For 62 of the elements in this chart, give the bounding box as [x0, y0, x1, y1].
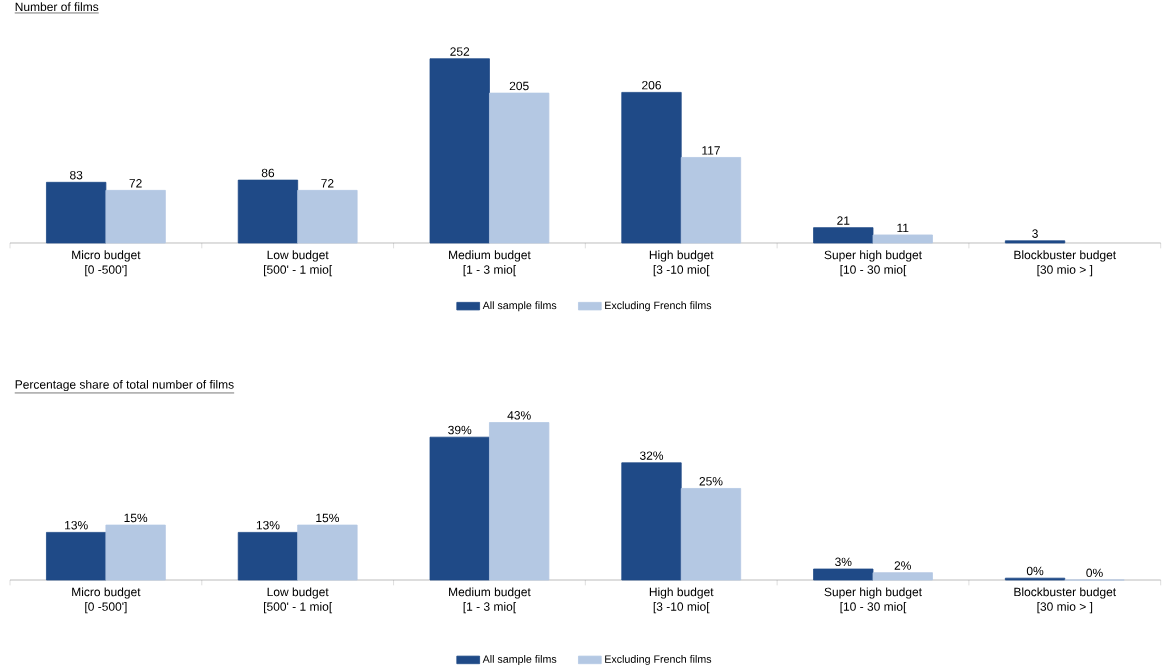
data-label: 117	[702, 146, 720, 155]
bar	[813, 227, 874, 244]
data-label: 0%	[1026, 566, 1044, 576]
chart-title: Percentage share of total number of films	[15, 379, 234, 392]
x-tick-label: High budget [3 -10 mio[	[649, 587, 714, 614]
data-label: 3%	[835, 557, 852, 567]
bar	[46, 181, 107, 244]
data-label: 39%	[448, 425, 472, 435]
bar	[429, 58, 490, 244]
bar	[489, 422, 550, 581]
bar	[105, 189, 166, 244]
data-label: 72	[321, 179, 334, 188]
bar	[297, 524, 358, 581]
data-label: 25%	[699, 477, 723, 486]
data-label: 43%	[507, 411, 531, 420]
x-tick-label: High budget [3 -10 mio[	[649, 250, 714, 277]
legend-label: Excluding French films	[605, 301, 712, 312]
data-label: 3	[1032, 229, 1038, 238]
data-label: 0%	[1086, 568, 1103, 578]
data-label: 15%	[316, 513, 339, 523]
data-label: 72	[129, 179, 142, 188]
data-label: 2%	[894, 561, 911, 570]
bar	[46, 532, 107, 581]
data-label: 13%	[256, 520, 280, 530]
bar	[105, 524, 166, 581]
bar	[872, 234, 933, 244]
data-label: 252	[450, 47, 470, 56]
bar	[621, 91, 682, 244]
bar	[1004, 240, 1066, 244]
data-label: 86	[261, 168, 275, 178]
x-tick-label: Super high budget [10 - 30 mio[	[824, 587, 922, 614]
data-label: 11	[897, 223, 909, 233]
x-tick-label: Micro budget [0 -500']	[72, 250, 141, 277]
chart-title: Number of films	[15, 2, 99, 12]
bar	[621, 462, 682, 581]
data-label: 32%	[639, 451, 664, 460]
data-label: 15%	[124, 513, 148, 523]
bar	[489, 92, 550, 244]
x-tick-label: Super high budget [10 - 30 mio[	[824, 250, 922, 277]
x-tick-label: Low budget [500' - 1 mio[	[264, 587, 333, 614]
bar	[237, 179, 299, 244]
data-label: 205	[509, 81, 529, 91]
legend-label: All sample films	[482, 301, 557, 312]
x-tick-label: Low budget [500' - 1 mio[	[264, 250, 333, 277]
x-tick-label: Medium budget [1 - 3 mio[	[449, 250, 531, 277]
legend-label: Excluding French films	[605, 655, 712, 665]
bar	[813, 568, 874, 581]
bar	[680, 157, 742, 244]
x-tick-label: Medium budget [1 - 3 mio[	[449, 587, 531, 614]
data-label: 206	[642, 80, 661, 90]
x-tick-label: Micro budget [0 -500']	[72, 587, 141, 614]
x-tick-label: Blockbuster budget [30 mio > ]	[1014, 587, 1117, 614]
data-label: 13%	[65, 520, 88, 530]
bar	[297, 189, 358, 244]
data-label: 83	[70, 170, 83, 180]
bar	[237, 532, 299, 581]
bar	[680, 488, 742, 581]
bar	[872, 572, 933, 581]
data-label: 21	[837, 216, 850, 225]
legend-label: All sample films	[482, 655, 557, 665]
bar	[429, 436, 490, 581]
x-tick-label: Blockbuster budget [30 mio > ]	[1014, 250, 1117, 277]
